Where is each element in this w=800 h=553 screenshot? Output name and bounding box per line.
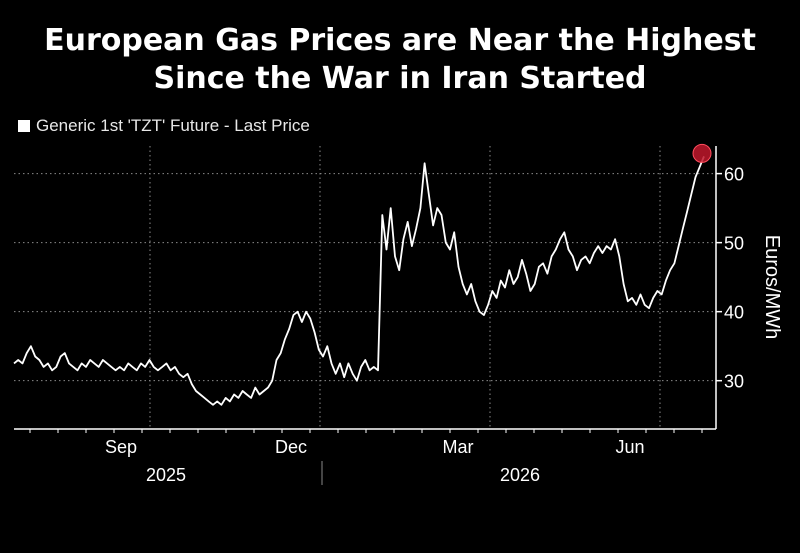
x-year-label-2025: 2025 <box>146 465 186 485</box>
chart-title-line-1: European Gas Prices are Near the Highest <box>44 23 756 58</box>
chart-title: European Gas Prices are Near the Highest… <box>0 22 800 98</box>
legend-label: Generic 1st 'TZT' Future - Last Price <box>36 116 310 135</box>
price-line <box>13 156 705 406</box>
y-axis-title: Euros/MWh <box>761 235 783 339</box>
x-year-label-2026: 2026 <box>500 465 540 485</box>
y-tick-label-50: 50 <box>724 234 744 254</box>
legend-swatch <box>18 120 30 132</box>
gridlines <box>14 146 716 429</box>
y-tick-label-40: 40 <box>724 303 744 323</box>
x-tick-label-sep: Sep <box>105 437 137 457</box>
x-tick-label-mar: Mar <box>443 437 474 457</box>
axes <box>14 146 722 485</box>
y-tick-label-60: 60 <box>724 165 744 185</box>
axis-labels: 30 40 50 60 Sep Dec Mar Jun 2025 2026 Euros/MWh <box>105 165 783 485</box>
x-tick-label-jun: Jun <box>615 437 644 457</box>
series-layer <box>13 143 712 406</box>
y-tick-label-30: 30 <box>724 372 744 392</box>
x-tick-label-dec: Dec <box>275 437 307 457</box>
legend: Generic 1st 'TZT' Future - Last Price <box>18 116 310 136</box>
chart-title-line-2: Since the War in Iran Started <box>153 61 647 96</box>
latest-price-marker <box>692 143 712 163</box>
